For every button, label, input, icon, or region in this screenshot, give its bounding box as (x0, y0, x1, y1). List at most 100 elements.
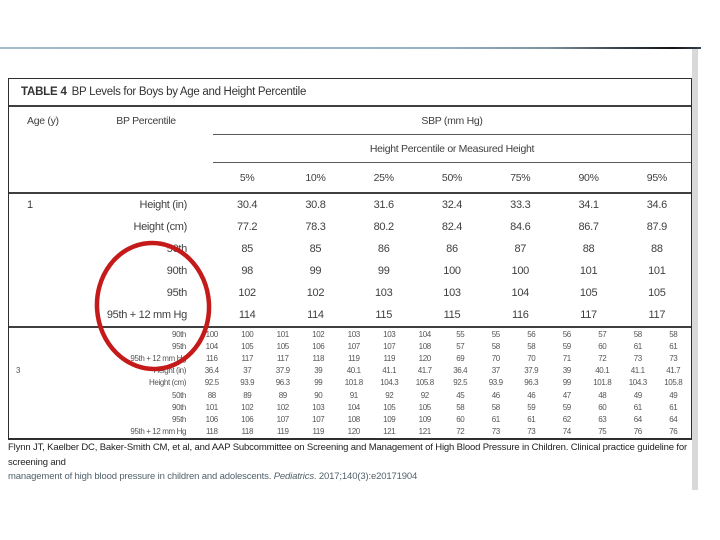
value-cell: 41.1 (382, 366, 397, 376)
table-row: 3 Height (in) 36.4 37 37.9 39 40.1 41.1 41.7 36.4… (9, 365, 691, 377)
value-cell: 60 (456, 414, 465, 424)
col-header-sbp: SBP (mm Hg) (213, 107, 691, 135)
value-cell: 87 (514, 243, 527, 255)
value-cell: 40.1 (595, 366, 610, 376)
value-cell: 105 (648, 287, 666, 299)
table-title-text: BP Levels for Boys by Age and Height Per… (71, 86, 307, 98)
age-cell (9, 238, 79, 260)
table-row: Height (cm) 92.5 93.9 96.3 99 101.8 104.3 105.8… (9, 377, 691, 389)
value-cell: 89 (243, 390, 252, 400)
col-header-age: Age (y) (27, 115, 59, 127)
age-cell: 1 (27, 199, 33, 211)
continuation-table-body: 90th 100 100 101 102 103 103 104 55 55 56 56 57 58 58 9… (9, 328, 691, 438)
value-cell: 34.6 (646, 199, 668, 211)
value-cell: 37 (491, 366, 501, 376)
value-cell: 109 (383, 414, 396, 424)
value-cell: 37 (243, 366, 252, 376)
value-cell: 105.8 (664, 378, 683, 388)
value-cell: 105 (383, 402, 396, 412)
value-cell: 107 (276, 414, 290, 424)
value-cell: 58 (491, 341, 501, 351)
citation: Flynn JT, Kaelber DC, Baker-Smith CM, et… (8, 441, 703, 485)
value-cell: 76 (669, 427, 678, 437)
value-cell: 61 (633, 402, 643, 412)
age-cell (9, 413, 49, 425)
citation-line2: management of high blood pressure in chi… (8, 470, 703, 485)
value-cell: 59 (562, 402, 572, 412)
spacer-cell (79, 135, 213, 163)
value-cell: 96.3 (275, 378, 290, 388)
value-cell: 102 (312, 329, 325, 339)
value-cell: 106 (312, 341, 325, 351)
value-cell: 115 (375, 309, 393, 321)
percent-column-header: 50% (441, 171, 463, 184)
value-cell: 49 (633, 390, 643, 400)
value-cell: 61 (527, 414, 536, 424)
value-cell: 103 (383, 329, 396, 339)
percent-column-header: 10% (305, 171, 326, 184)
value-cell: 117 (241, 353, 254, 363)
value-cell: 105 (418, 402, 432, 412)
value-cell: 40.1 (346, 366, 361, 376)
bp-percentile-label: 95th (166, 287, 188, 299)
spacer-cell (79, 163, 213, 192)
percent-header-row: 5% 10% 25% 50% 75% 90% 95% (9, 163, 691, 194)
value-cell: 119 (312, 427, 325, 437)
value-cell: 39 (314, 366, 323, 376)
col-subheader-height-percentile: Height Percentile or Measured Height (213, 135, 691, 163)
bp-table: TABLE 4 BP Levels for Boys by Age and He… (8, 78, 692, 440)
value-cell: 100 (205, 329, 219, 339)
value-cell: 99 (314, 378, 323, 388)
value-cell: 101 (648, 265, 666, 277)
value-cell: 58 (669, 329, 678, 339)
page-edge-strip (692, 49, 698, 490)
value-cell: 102 (306, 287, 325, 299)
value-cell: 116 (511, 309, 529, 321)
table-row: 50th 85 85 86 86 87 88 88 (9, 238, 691, 260)
value-cell: 73 (491, 427, 501, 437)
bp-percentile-label: 50th (172, 390, 186, 400)
value-cell: 120 (347, 427, 361, 437)
value-cell: 88 (207, 390, 217, 400)
value-cell: 59 (562, 341, 572, 351)
table-row: 90th 101 102 102 103 104 105 105 58 58 59 59 60 61 61 (9, 401, 691, 413)
value-cell: 96.3 (524, 378, 539, 388)
table-row: 95th + 12 mm Hg 114 114 115 115 116 117 117 (9, 304, 691, 326)
value-cell: 101 (579, 265, 598, 277)
value-cell: 61 (669, 402, 678, 412)
value-cell: 73 (633, 353, 643, 363)
bp-percentile-label: 95th (172, 341, 186, 351)
value-cell: 84.6 (510, 221, 531, 233)
age-cell: 3 (16, 366, 21, 376)
value-cell: 33.3 (510, 199, 531, 211)
value-cell: 106 (205, 414, 219, 424)
value-cell: 104 (511, 287, 530, 299)
value-cell: 114 (307, 309, 324, 321)
slide-divider-line (0, 47, 701, 49)
value-cell: 118 (312, 353, 325, 363)
value-cell: 72 (456, 427, 465, 437)
value-cell: 86 (446, 243, 458, 255)
value-cell: 71 (562, 353, 572, 363)
bp-percentile-label: 95th + 12 mm Hg (106, 309, 187, 321)
value-cell: 46 (491, 390, 501, 400)
value-cell: 37.9 (275, 366, 290, 376)
value-cell: 105 (241, 341, 254, 351)
value-cell: 41.1 (630, 366, 645, 376)
value-cell: 92 (420, 390, 430, 400)
table-row: 1 Height (in) 30.4 30.8 31.6 32.4 33.3 34.1 34.6 (9, 194, 691, 216)
value-cell: 104.3 (380, 378, 399, 388)
value-cell: 102 (276, 402, 290, 412)
value-cell: 56 (562, 329, 572, 339)
table-row: Height (cm) 77.2 78.3 80.2 82.4 84.6 86.7 87.9 (9, 216, 691, 238)
value-cell: 104.3 (628, 378, 647, 388)
percent-column-header: 95% (646, 171, 667, 184)
value-cell: 108 (418, 341, 432, 351)
value-cell: 103 (374, 287, 393, 299)
value-cell: 57 (598, 329, 607, 339)
value-cell: 92.5 (204, 378, 219, 388)
value-cell: 82.4 (441, 221, 463, 233)
value-cell: 107 (312, 414, 325, 424)
bp-percentile-label: 95th (172, 414, 186, 424)
table-row: 95th + 12 mm Hg 116 117 117 118 119 119 120 69 70… (9, 352, 691, 364)
